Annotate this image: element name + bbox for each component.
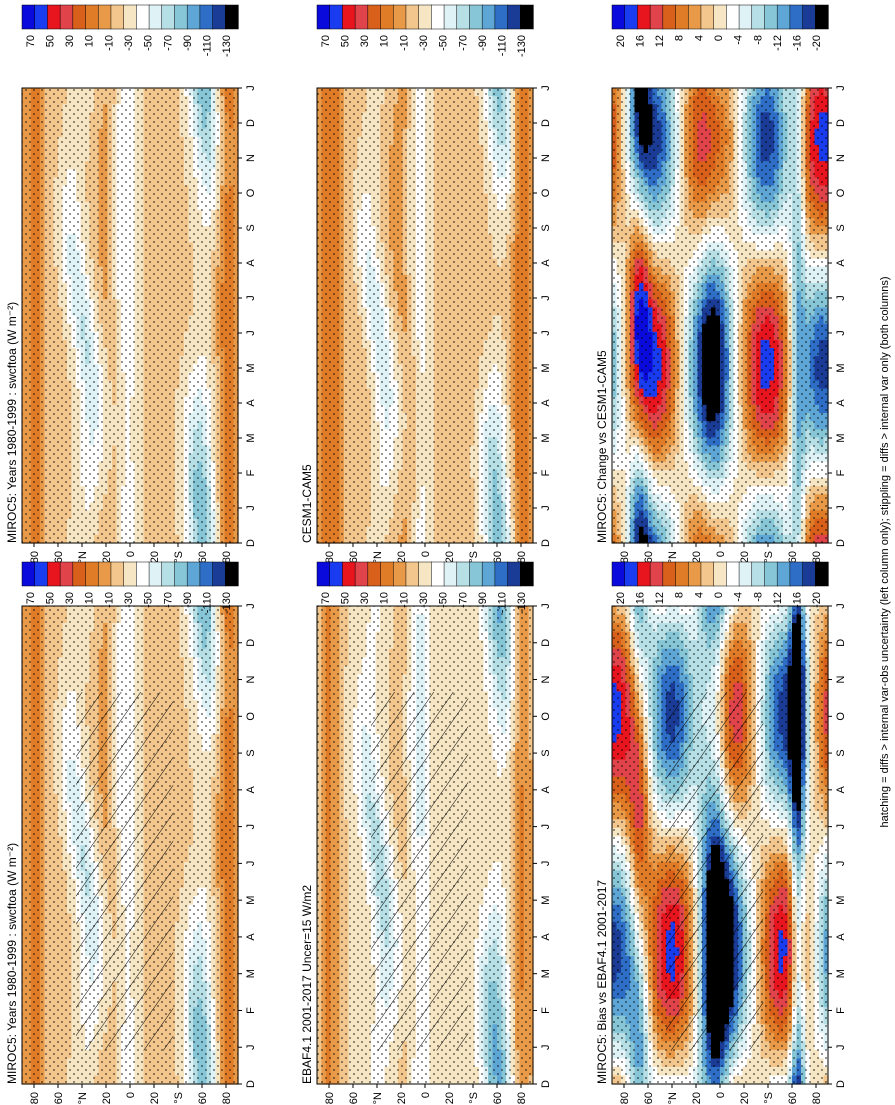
colorbar-tick-label: -130 <box>221 35 233 57</box>
month-tick-label: A <box>245 259 257 267</box>
lat-tick-label: 0 <box>125 551 137 557</box>
colorbar-swatch <box>85 4 99 30</box>
colorbar-swatch <box>174 4 188 30</box>
colorbar-swatch <box>148 4 163 30</box>
chart-panel-p4: 80 60 °N 20 0 20 °S 60 80DJFMAMJJASONDJCESM1-CAM… <box>300 4 552 563</box>
month-tick-label: D <box>245 539 257 547</box>
colorbar-tick-label: 10 <box>84 35 96 47</box>
colorbar-swatch <box>199 4 214 30</box>
colorbar: 70 50 30 10 -10 -30 -50 -70 -90 -110 -130 <box>21 4 239 57</box>
month-tick-label: F <box>245 469 257 476</box>
colorbar-swatch <box>186 4 201 30</box>
lat-tick-label: 80 <box>221 551 233 563</box>
month-tick-label: M <box>245 433 257 442</box>
lat-tick-label: °N <box>77 551 89 563</box>
month-tick-label: J <box>245 330 257 336</box>
month-tick-label: A <box>245 399 257 407</box>
stippling-overlay <box>22 88 238 543</box>
colorbar-tick-label: 50 <box>44 35 56 47</box>
colorbar-tick-label: -110 <box>202 35 214 56</box>
colorbar-swatch <box>212 4 226 30</box>
colorbar-swatch <box>123 4 138 30</box>
colorbar-swatch <box>161 4 176 30</box>
colorbar-tick-label: -10 <box>103 35 115 51</box>
colorbar-tick-label: 30 <box>64 35 76 47</box>
month-tick-label: J <box>245 85 257 91</box>
colorbar-tick-label: -90 <box>182 35 194 51</box>
colorbar-swatch <box>21 4 36 30</box>
colorbar-tick-label: -50 <box>143 35 155 51</box>
month-tick-label: J <box>245 505 257 511</box>
lat-tick-label: 80 <box>29 551 41 563</box>
colorbar-swatch <box>225 4 239 30</box>
lat-tick-label: °S <box>173 551 185 563</box>
lat-tick-label: 20 <box>101 551 113 563</box>
month-tick-label: D <box>245 119 257 127</box>
colorbar-swatch <box>59 4 74 30</box>
month-tick-label: N <box>245 154 257 162</box>
panel-title: MIROC5: Years 1980-1999 : swcftoa (W m⁻²… <box>5 302 19 543</box>
month-tick-label: S <box>245 224 257 231</box>
month-tick-label: O <box>245 188 257 197</box>
colorbar-swatch <box>110 4 125 30</box>
month-tick-label: M <box>245 363 257 372</box>
colorbar-swatch <box>72 4 87 30</box>
lat-tick-label: 20 <box>149 551 161 563</box>
colorbar-swatch <box>97 4 112 30</box>
lat-tick-label: 60 <box>53 551 65 563</box>
colorbar-tick-label: -70 <box>162 35 174 51</box>
chart-panel-p2: 80 60 °N 20 0 20 °S 60 80 D J F M A M J J A S O N D J MIROC5: Y… <box>5 4 257 563</box>
month-tick-label: J <box>245 295 257 301</box>
colorbar-swatch <box>136 4 150 30</box>
colorbar-swatch <box>34 4 49 30</box>
colorbar-swatch <box>47 4 61 30</box>
lat-tick-label: 60 <box>197 551 209 563</box>
colorbar-tick-label: 70 <box>25 35 37 47</box>
colorbar-tick-label: -30 <box>123 35 135 51</box>
